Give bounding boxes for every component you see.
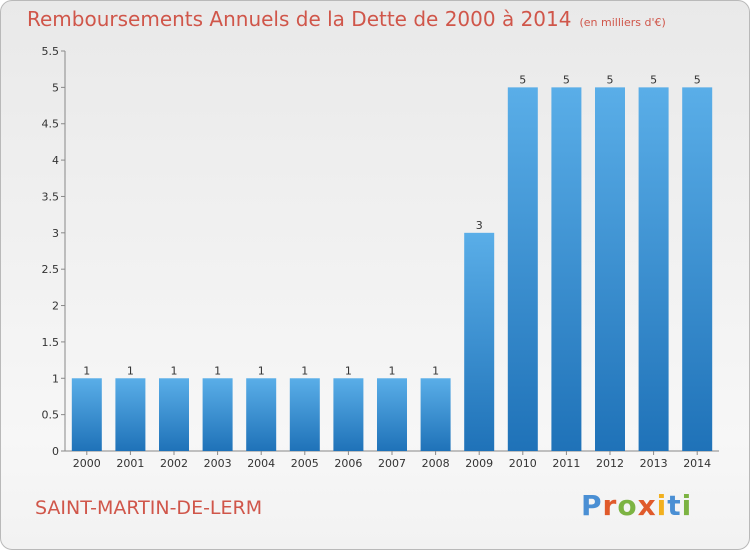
bar-2002 — [159, 378, 189, 451]
data-label-2007: 1 — [389, 364, 396, 377]
y-tick-label: 5 — [52, 81, 59, 94]
logo-letter: x — [637, 489, 657, 522]
x-tick-label-2014: 2014 — [683, 457, 711, 470]
bar-2003 — [202, 378, 233, 451]
bar-2007 — [377, 378, 407, 451]
bar-2011 — [551, 87, 582, 451]
x-tick-label-2008: 2008 — [422, 457, 450, 470]
x-tick-label-2011: 2011 — [552, 457, 580, 470]
x-tick-label-2002: 2002 — [160, 457, 188, 470]
x-tick-label-2009: 2009 — [465, 457, 493, 470]
x-tick-label-2003: 2003 — [204, 457, 232, 470]
chart-labels: 1 2000 1 2001 1 2002 1 2003 1 2004 1 2005 1 2006 1 2007… — [73, 73, 711, 470]
x-tick-label-2010: 2010 — [509, 457, 537, 470]
title-text: Remboursements Annuels de la Dette de 20… — [27, 7, 572, 31]
y-tick-label: 2.5 — [42, 263, 60, 276]
chart-title: Remboursements Annuels de la Dette de 20… — [27, 7, 666, 31]
x-tick-label-2012: 2012 — [596, 457, 624, 470]
logo-letter: i — [656, 489, 668, 522]
bar-2006 — [333, 378, 364, 451]
proxiti-logo[interactable]: Proxiti — [581, 489, 692, 522]
y-tick-label: 3 — [52, 227, 59, 240]
bar-2012 — [595, 87, 625, 451]
y-tick-label: 4 — [52, 154, 59, 167]
x-tick-label-2005: 2005 — [291, 457, 319, 470]
bar-2001 — [115, 378, 146, 451]
bar-2010 — [507, 87, 538, 451]
data-label-2014: 5 — [694, 73, 701, 86]
y-tick-label: 5.5 — [42, 45, 60, 58]
x-tick-label-2007: 2007 — [378, 457, 406, 470]
data-label-2001: 1 — [127, 364, 134, 377]
y-tick-label: 3.5 — [42, 190, 60, 203]
bar-2005 — [289, 378, 320, 451]
bar-2004 — [246, 378, 277, 451]
bar-2000 — [71, 378, 102, 451]
y-tick-label: 1.5 — [42, 336, 60, 349]
data-label-2005: 1 — [301, 364, 308, 377]
data-label-2003: 1 — [214, 364, 221, 377]
data-label-2002: 1 — [171, 364, 178, 377]
y-tick-label: 0 — [52, 445, 59, 458]
bar-2008 — [420, 378, 451, 451]
data-label-2011: 5 — [563, 73, 570, 86]
y-tick-label: 4.5 — [42, 118, 60, 131]
data-label-2008: 1 — [432, 364, 439, 377]
chart-bars — [71, 87, 713, 451]
data-label-2010: 5 — [519, 73, 526, 86]
x-tick-label-2000: 2000 — [73, 457, 101, 470]
data-label-2012: 5 — [607, 73, 614, 86]
bar-2009 — [464, 232, 495, 451]
bar-2014 — [682, 87, 713, 451]
x-tick-label-2004: 2004 — [247, 457, 275, 470]
bar-2013 — [638, 87, 669, 451]
data-label-2006: 1 — [345, 364, 352, 377]
y-tick-label: 0.5 — [42, 409, 60, 422]
logo-letter: P — [581, 489, 603, 522]
logo-letter: o — [617, 489, 638, 522]
x-tick-label-2001: 2001 — [116, 457, 144, 470]
x-tick-label-2006: 2006 — [334, 457, 362, 470]
chart-axes: 0 0.5 1 1.5 2 2.5 3 3.5 4 4.5 5 5.5 — [42, 45, 719, 458]
data-label-2009: 3 — [476, 219, 483, 232]
data-label-2013: 5 — [650, 73, 657, 86]
commune-name: SAINT-MARTIN-DE-LERM — [35, 497, 263, 519]
x-tick-label-2013: 2013 — [640, 457, 668, 470]
data-label-2004: 1 — [258, 364, 265, 377]
logo-letter: t — [667, 489, 682, 522]
y-tick-label: 2 — [52, 300, 59, 313]
logo-letter: r — [602, 489, 618, 522]
data-label-2000: 1 — [83, 364, 90, 377]
y-tick-label: 1 — [52, 372, 59, 385]
logo-letter: i — [681, 489, 693, 522]
title-unit: (en milliers d'€) — [579, 16, 666, 29]
